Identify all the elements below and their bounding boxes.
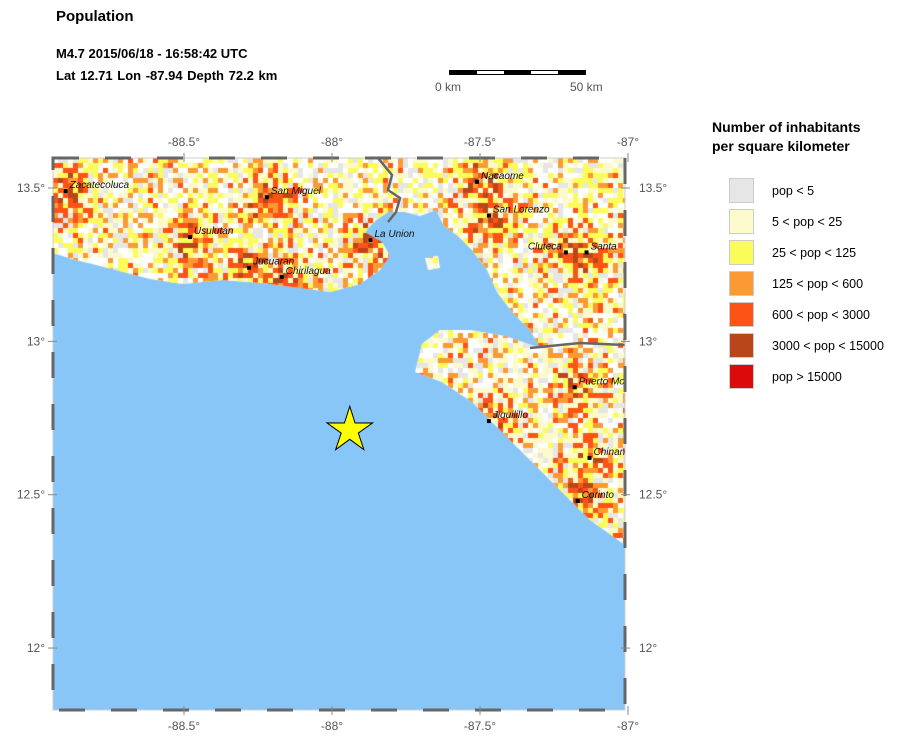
city-label: Chirilagua: [286, 266, 331, 277]
legend-label: 5 < pop < 25: [772, 214, 843, 229]
city-marker: [584, 250, 589, 255]
legend-swatch: [729, 209, 754, 234]
lon-tick-label: -87.5°: [464, 719, 496, 733]
map-title: Population: [56, 8, 134, 25]
legend-label: pop > 15000: [772, 369, 842, 384]
city-label: Chinan: [594, 447, 626, 458]
event-location: Lat 12.71 Lon -87.94 Depth 72.2 km: [56, 68, 278, 83]
legend-swatch: [729, 271, 754, 296]
city-marker: [575, 498, 580, 503]
legend-label: 600 < pop < 3000: [772, 307, 871, 322]
city-label: Jiquilillo: [492, 410, 528, 421]
legend-item: pop < 5: [729, 178, 814, 203]
city-marker: [264, 195, 269, 200]
legend-item: pop > 15000: [729, 364, 842, 389]
lon-tick-label: -87.5°: [464, 135, 496, 149]
country-border: [377, 158, 402, 223]
legend-label: 25 < pop < 125: [772, 245, 857, 260]
city-label: Nacaome: [481, 171, 524, 182]
city-label: Cluteca: [528, 241, 562, 252]
country-border: [529, 341, 625, 350]
city-label: Santa: [591, 241, 618, 252]
legend-swatch: [729, 178, 754, 203]
lat-tick-label: 13.5°: [639, 181, 667, 195]
city-label: Puerto Mo: [579, 376, 626, 387]
city-marker: [486, 213, 491, 218]
legend-swatch: [729, 302, 754, 327]
city-label: La Union: [374, 229, 414, 240]
city-label: San Miguel: [271, 186, 322, 197]
city-label: Corinto: [582, 490, 615, 501]
city-marker: [563, 250, 568, 255]
city-marker: [187, 235, 192, 240]
event-info: M4.7 2015/06/18 - 16:58:42 UTC: [56, 46, 248, 61]
scale-start-label: 0 km: [435, 80, 462, 94]
city-marker: [279, 274, 284, 279]
lon-tick-label: -88°: [321, 135, 343, 149]
lon-tick-label: -88°: [321, 719, 343, 733]
city-marker: [63, 189, 68, 194]
lat-tick-label: 12°: [639, 641, 657, 655]
legend-label: 3000 < pop < 15000: [772, 338, 884, 353]
lat-tick-label: 13°: [27, 334, 45, 348]
legend-item: 600 < pop < 3000: [729, 302, 870, 327]
city-marker: [475, 179, 480, 184]
city-label: Jucuaran: [252, 257, 295, 268]
lat-tick-label: 12°: [27, 641, 45, 655]
scale-bar: [449, 70, 586, 75]
legend-title: Number of inhabitants per square kilomet…: [712, 118, 861, 156]
city-label: Zacatecoluca: [69, 180, 130, 191]
city-marker: [247, 265, 252, 270]
lon-tick-label: -87°: [617, 719, 639, 733]
legend-label: pop < 5: [772, 183, 815, 198]
lat-tick-label: 12.5°: [639, 488, 667, 502]
legend-item: 5 < pop < 25: [729, 209, 842, 234]
lat-tick-label: 13°: [639, 334, 657, 348]
legend-swatch: [729, 364, 754, 389]
legend-item: 125 < pop < 600: [729, 271, 863, 296]
legend-title-line1: Number of inhabitants: [712, 119, 861, 135]
lat-tick-label: 13.5°: [17, 181, 45, 195]
lon-tick-label: -88.5°: [168, 135, 200, 149]
legend-title-line2: per square kilometer: [712, 138, 850, 154]
star-icon: [325, 404, 375, 452]
legend-label: 125 < pop < 600: [772, 276, 864, 291]
city-marker: [572, 385, 577, 390]
lon-tick-label: -88.5°: [168, 719, 200, 733]
legend-swatch: [729, 240, 754, 265]
legend-item: 25 < pop < 125: [729, 240, 856, 265]
scale-end-label: 50 km: [570, 80, 603, 94]
legend-swatch: [729, 333, 754, 358]
city-marker: [587, 455, 592, 460]
city-label: San Lorenzo: [493, 205, 550, 216]
frame-ticks: [51, 156, 627, 712]
legend-item: 3000 < pop < 15000: [729, 333, 884, 358]
city-marker: [486, 419, 491, 424]
lon-tick-label: -87°: [617, 135, 639, 149]
city-marker: [368, 238, 373, 243]
city-label: Usulutan: [194, 226, 234, 237]
lat-tick-label: 12.5°: [17, 488, 45, 502]
